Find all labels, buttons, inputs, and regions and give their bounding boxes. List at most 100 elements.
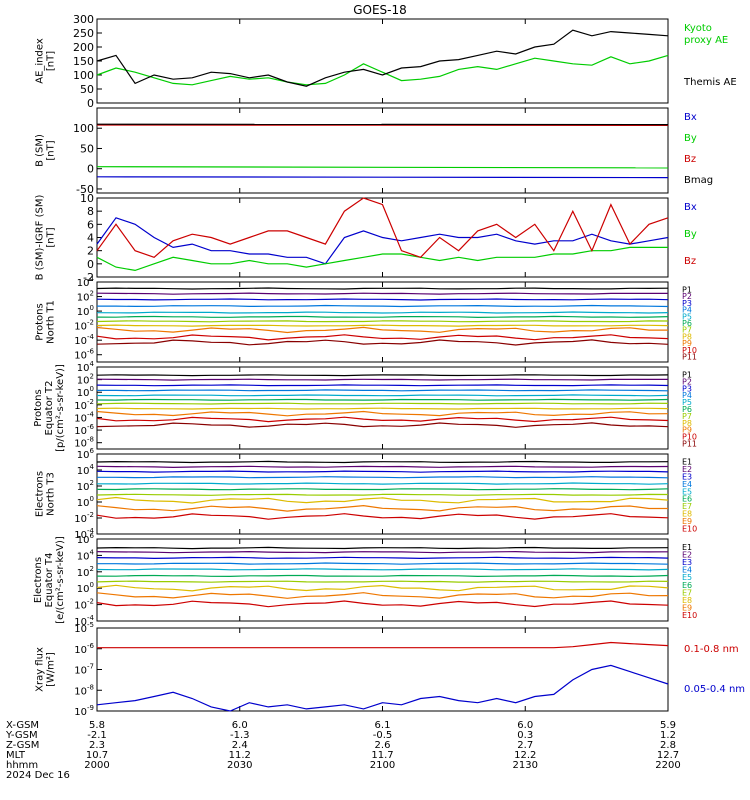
ephemeris-label: X-GSM [6, 720, 39, 731]
channel-p10 [96, 334, 669, 341]
channel-p1 [96, 287, 669, 290]
channel-p8 [96, 407, 669, 410]
y-tick-label: 50 [80, 142, 94, 155]
channel-label: E3 [682, 473, 692, 482]
ephemeris-value: 2100 [370, 760, 395, 771]
y-tick-label: 10 [80, 192, 94, 205]
ephemeris-value: -0.5 [373, 730, 393, 741]
ephemeris-value: 0.3 [517, 730, 533, 741]
series-themis-ae [96, 29, 669, 87]
y-tick-label: 0 [87, 163, 94, 176]
channel-label: P3 [682, 384, 692, 393]
y-tick-label: 10-4 [74, 410, 94, 424]
y-axis-label: [p/(cm²-s-sr-keV)] [55, 364, 66, 452]
channel-label: P6 [682, 405, 692, 414]
y-tick-label: 10-7 [74, 663, 94, 677]
y-tick-label: 104 [77, 360, 95, 374]
channel-label: P9 [682, 339, 692, 348]
channel-p4 [97, 304, 669, 308]
channel-label: E10 [682, 524, 697, 533]
y-tick-label: 10-8 [74, 683, 94, 697]
channel-e8 [96, 584, 669, 592]
channel-label: E6 [682, 581, 692, 590]
ephemeris-value: 12.7 [657, 750, 679, 761]
y-tick-label: 10-2 [74, 319, 94, 333]
ephemeris-value: -2.1 [87, 730, 107, 741]
y-axis-label: Electrons [35, 471, 46, 517]
y-tick-label: 104 [77, 275, 95, 289]
y-tick-label: 4 [87, 232, 94, 245]
ephemeris-value: 2000 [84, 760, 109, 771]
channel-e7 [96, 493, 669, 496]
y-tick-label: 10-9 [74, 704, 94, 718]
ephemeris-value: -1.3 [230, 730, 250, 741]
channel-e3 [96, 470, 669, 473]
channel-e5 [96, 568, 669, 571]
y-tick-label: 10-2 [74, 511, 94, 525]
channel-label: P11 [682, 440, 697, 449]
channel-label: E5 [682, 487, 692, 496]
channel-label: P4 [682, 391, 692, 400]
y-tick-label: 150 [73, 55, 94, 68]
channel-label: P8 [682, 332, 692, 341]
channel-p1 [96, 374, 669, 377]
ephemeris-value: 11.7 [371, 750, 393, 761]
channel-p4 [97, 389, 669, 392]
legend-label: 0.1-0.8 nm [684, 644, 739, 655]
panel-7: Electrons Equator T4 [e/(cm²-s-sr-keV)] 10-… [33, 532, 697, 628]
y-tick-label: 10-4 [74, 527, 94, 541]
y-tick-label: 300 [73, 13, 94, 26]
ephemeris-value: 6.0 [517, 720, 533, 731]
series-bz [96, 197, 669, 258]
ephemeris-value: 11.2 [229, 750, 251, 761]
ephemeris-value: 2.3 [89, 740, 105, 751]
channel-label: E8 [682, 510, 692, 519]
channel-e10 [96, 513, 669, 520]
y-tick-label: 102 [77, 290, 94, 304]
channel-label: E2 [682, 465, 692, 474]
ephemeris-value: 1.2 [660, 730, 676, 741]
ephemeris-value: 2.4 [232, 740, 248, 751]
y-axis-label: [nT] [46, 227, 57, 247]
panel-frame [96, 627, 669, 712]
legend-label: Bz [684, 256, 696, 267]
y-tick-label: 100 [77, 385, 94, 399]
channel-label: P2 [682, 377, 692, 386]
channel-label: P10 [682, 433, 697, 442]
ephemeris-value: 2.8 [660, 740, 676, 751]
legend-label: Bx [684, 112, 697, 123]
y-axis-label: Electrons [33, 557, 44, 603]
y-tick-label: 102 [77, 565, 94, 579]
y-axis-label: [nT] [46, 51, 57, 71]
channel-label: E8 [682, 596, 692, 605]
channel-label: E10 [682, 611, 697, 620]
y-axis-label: North T3 [46, 472, 57, 516]
ephemeris-value: 2.7 [517, 740, 533, 751]
ephemeris-value: 2200 [655, 760, 680, 771]
channel-label: E7 [682, 502, 692, 511]
y-tick-label: 106 [77, 532, 95, 546]
channel-label: P4 [682, 306, 692, 315]
channel-label: P7 [682, 326, 692, 335]
channel-e5 [96, 482, 669, 485]
y-axis-label: [nT] [46, 140, 57, 160]
y-tick-label: 2 [87, 245, 94, 258]
panel-2: B (SM) [nT] -50 0 50 100 Bx By Bz Bmag [35, 107, 713, 196]
channel-label: P11 [682, 353, 697, 362]
series-bx [96, 217, 669, 265]
legend-label: Bmag [684, 175, 713, 186]
y-axis-label: B (SM)-IGRF (SM) [35, 195, 46, 281]
channel-p2 [96, 378, 668, 381]
y-axis-label: AE_index [35, 38, 46, 84]
series-0.05-0.4-nm [96, 664, 669, 712]
channel-label: E1 [682, 458, 692, 467]
y-tick-label: 10-8 [74, 436, 94, 450]
channel-label: E4 [682, 566, 692, 575]
channel-label: E9 [682, 517, 692, 526]
ephemeris-label: hhmm [6, 760, 38, 771]
y-tick-label: 0 [87, 258, 94, 271]
ephemeris-value: 10.7 [86, 750, 108, 761]
legend-label: Bx [684, 202, 697, 213]
y-tick-label: 104 [77, 548, 95, 562]
